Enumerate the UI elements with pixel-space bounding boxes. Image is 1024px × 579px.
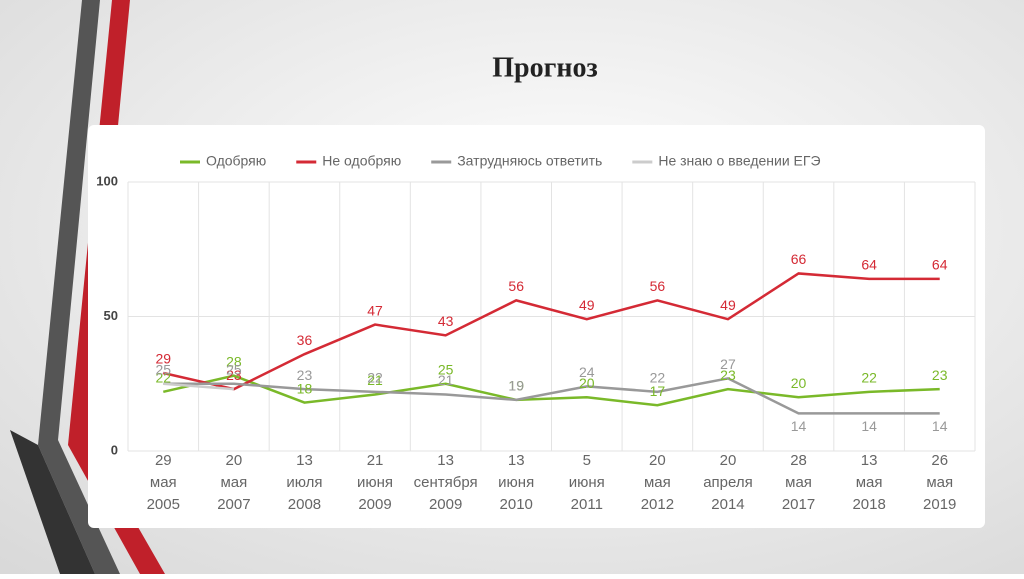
- chart: 0 50 100 29 мая 2005 20 мая 2007 13 июля 2008 21 июня…: [96, 153, 976, 513]
- data-label: 17: [650, 383, 666, 399]
- data-label: 27: [720, 356, 736, 372]
- x-tick-label: июля: [286, 474, 322, 491]
- x-tick-label: 2017: [782, 496, 815, 513]
- x-tick-label: 20: [649, 452, 666, 469]
- x-tick-label: 13: [508, 452, 525, 469]
- data-label: 14: [791, 418, 807, 434]
- x-tick-label: мая: [926, 474, 953, 491]
- data-label: 22: [156, 370, 172, 386]
- x-tick-label: мая: [150, 474, 177, 491]
- x-tick-label: 2007: [217, 496, 250, 513]
- x-tick-label: июня: [569, 474, 605, 491]
- data-label: 28: [226, 353, 242, 369]
- x-tick-label: мая: [785, 474, 812, 491]
- x-tick-label: 29: [155, 452, 172, 469]
- data-label: 23: [297, 367, 313, 383]
- series-line: [163, 382, 234, 391]
- y-tick-label: 0: [111, 442, 118, 457]
- series-line: [163, 374, 940, 407]
- data-label: 29: [156, 351, 172, 367]
- data-label: 18: [297, 380, 313, 396]
- legend-label: Затрудняюсь ответить: [457, 153, 602, 169]
- x-tick-label: 2014: [711, 496, 744, 513]
- x-tick-label: 26: [931, 452, 948, 469]
- data-label: 20: [791, 375, 807, 391]
- x-tick-label: 20: [226, 452, 243, 469]
- data-label: 19: [508, 378, 524, 394]
- data-label: 23: [226, 367, 242, 383]
- x-tick-label: июня: [357, 474, 393, 491]
- series-line: [163, 272, 940, 391]
- data-label: 24: [579, 364, 595, 380]
- data-label: 64: [932, 257, 948, 273]
- x-tick-label: апреля: [703, 474, 753, 491]
- x-tick-label: 2008: [288, 496, 321, 513]
- x-tick-label: 2019: [923, 496, 956, 513]
- x-tick-label: 2010: [500, 496, 533, 513]
- data-label: 36: [297, 332, 313, 348]
- data-label: 25: [156, 361, 172, 377]
- x-tick-label: июня: [498, 474, 534, 491]
- data-label: 25: [226, 361, 242, 377]
- x-tick-label: 2011: [571, 496, 603, 513]
- data-label: 21: [438, 372, 454, 388]
- data-label: 23: [720, 367, 736, 383]
- x-tick-label: сентября: [414, 474, 478, 491]
- y-tick-label: 50: [104, 308, 118, 323]
- y-tick-label: 100: [96, 173, 118, 188]
- x-tick-label: 28: [790, 452, 807, 469]
- data-label: 66: [791, 251, 807, 267]
- data-label: 21: [367, 372, 383, 388]
- legend-label: Одобряю: [206, 153, 266, 169]
- data-label: 56: [508, 278, 524, 294]
- data-label: 22: [861, 370, 877, 386]
- data-label: 22: [367, 370, 383, 386]
- x-tick-label: 2009: [358, 496, 391, 513]
- data-label: 43: [438, 313, 454, 329]
- data-label: 47: [367, 302, 383, 318]
- data-label: 25: [438, 361, 454, 377]
- data-label: 23: [932, 367, 948, 383]
- x-tick-label: 13: [296, 452, 313, 469]
- chart-panel: [88, 125, 985, 528]
- x-tick-label: мая: [644, 474, 671, 491]
- data-label: 20: [579, 375, 595, 391]
- stripe: [10, 430, 95, 574]
- x-tick-label: 2018: [852, 496, 885, 513]
- legend-label: Не одобряю: [322, 153, 401, 169]
- x-tick-label: мая: [220, 474, 247, 491]
- x-tick-label: 20: [720, 452, 737, 469]
- x-tick-label: мая: [856, 474, 883, 491]
- slide-title: Прогноз: [492, 52, 597, 83]
- data-label: 49: [720, 297, 736, 313]
- x-tick-label: 13: [861, 452, 878, 469]
- legend-label: Не знаю о введении ЕГЭ: [658, 153, 820, 169]
- x-tick-label: 21: [367, 452, 384, 469]
- series-line: [163, 377, 940, 415]
- data-label: 19: [508, 378, 524, 394]
- data-label: 14: [932, 418, 948, 434]
- x-tick-label: 2012: [641, 496, 674, 513]
- data-label: 49: [579, 297, 595, 313]
- stripe: [68, 0, 165, 574]
- x-tick-label: 2005: [147, 496, 180, 513]
- data-label: 22: [650, 370, 666, 386]
- x-tick-label: 13: [437, 452, 454, 469]
- x-tick-label: 5: [583, 452, 591, 469]
- stripe: [38, 0, 120, 574]
- data-label: 14: [861, 418, 877, 434]
- data-label: 56: [650, 278, 666, 294]
- x-tick-label: 2009: [429, 496, 462, 513]
- data-label: 64: [861, 257, 877, 273]
